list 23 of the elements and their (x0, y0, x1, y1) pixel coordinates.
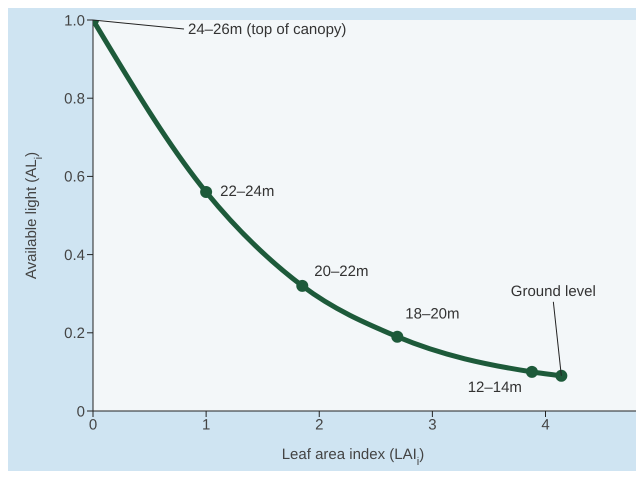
annotation: 22–24m (220, 183, 274, 200)
y-tick-label: 0.8 (64, 90, 85, 108)
x-tick-label: 1 (202, 416, 210, 434)
x-tick-label: 2 (315, 416, 324, 434)
x-axis-title: Leaf area index (LAI$_{i}$) (282, 446, 424, 468)
point (526, 366, 538, 378)
point (391, 330, 404, 343)
x-tick-label: 0 (88, 416, 98, 434)
x-tick-label: 3 (428, 416, 437, 434)
point (296, 280, 308, 292)
y-tick-label: 0.6 (64, 168, 85, 186)
annotation: Ground level (510, 282, 596, 300)
y-tick-label: 0 (76, 403, 85, 420)
point (555, 370, 568, 382)
annotation: 20–22m (314, 262, 368, 280)
annotation: 18–20m (405, 306, 460, 323)
annotation: 12–14m (468, 378, 522, 396)
y-tick-label: 1.0 (64, 12, 85, 30)
y-tick-label: 0.4 (64, 246, 85, 264)
x-tick-label: 4 (541, 416, 550, 434)
point (200, 186, 212, 198)
annotation: 24–26m (top of canopy) (188, 21, 346, 38)
y-tick-label: 0.2 (64, 325, 85, 342)
